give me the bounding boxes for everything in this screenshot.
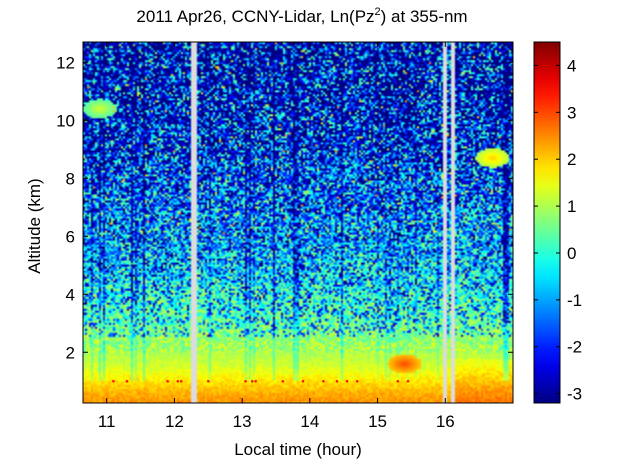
x-tick-label-13: 13: [233, 412, 252, 431]
plot-frame: [82, 41, 514, 404]
x-tick-label-16: 16: [436, 412, 455, 431]
cloud-return-8: [250, 379, 254, 383]
y-tick-label-8: 8: [66, 169, 75, 188]
cloud-return-5: [179, 379, 183, 383]
y-tick-label-10: 10: [56, 111, 75, 130]
cloud-return-2: [125, 379, 129, 383]
y-tick-label-4: 4: [66, 285, 75, 304]
x-axis: 11 12 13 14 15 16: [98, 42, 455, 431]
x-axis-label: Local time (hour): [234, 440, 362, 459]
cloud-return-1: [112, 379, 115, 383]
cloud-return-11: [301, 379, 305, 383]
cloud-return-4: [176, 379, 180, 383]
cloud-return-15: [355, 379, 359, 383]
plot-area: [82, 41, 514, 404]
colorbar: 4 3 2 1 0 -1 -2 -3: [533, 41, 582, 404]
y-tick-label-6: 6: [66, 227, 75, 246]
colorbar-tick-label--2: -2: [567, 338, 582, 357]
cloud-return-14: [345, 379, 349, 383]
colorbar-tick-label-0: 0: [567, 244, 576, 263]
cloud-return-17: [406, 379, 410, 383]
colorbar-tick-label-3: 3: [567, 103, 576, 122]
chart-title: 2011 Apr26, CCNY-Lidar, Ln(Pz2) at 355-n…: [136, 6, 467, 26]
y-tick-label-12: 12: [56, 53, 75, 72]
colorbar-tick-label-4: 4: [567, 56, 576, 75]
colorbar-tick-label--3: -3: [567, 385, 582, 404]
colorbar-tick-label-2: 2: [567, 150, 576, 169]
x-tick-label-11: 11: [98, 412, 116, 431]
cloud-return-10: [281, 379, 285, 383]
boundary-layer-returns: [112, 379, 410, 383]
x-tick-label-15: 15: [368, 412, 387, 431]
colorbar-gradient: [533, 41, 561, 404]
chart-title-main: 2011 Apr26, CCNY-Lidar, Ln(Pz: [136, 7, 374, 26]
colorbar-tick-label--1: -1: [567, 291, 582, 310]
y-axis: 2 4 6 8 10 12: [56, 53, 513, 362]
cloud-return-13: [335, 379, 339, 383]
lidar-raster: [83, 42, 513, 403]
chart-title-suffix: ) at 355-nm: [381, 7, 468, 26]
cloud-return-6: [206, 379, 210, 383]
x-tick-label-12: 12: [165, 412, 184, 431]
cloud-return-12: [322, 379, 325, 383]
y-axis-label: Altitude (km): [25, 178, 44, 273]
y-tick-label-2: 2: [66, 343, 75, 362]
chart-title-superscript: 2: [375, 6, 381, 18]
x-tick-label-14: 14: [300, 412, 319, 431]
cloud-return-3: [166, 379, 169, 383]
lidar-backscatter-field: [83, 42, 513, 403]
cloud-return-7: [244, 379, 247, 383]
cloud-return-16: [396, 379, 400, 383]
colorbar-tick-label-1: 1: [567, 197, 576, 216]
cloud-return-9: [254, 379, 257, 383]
